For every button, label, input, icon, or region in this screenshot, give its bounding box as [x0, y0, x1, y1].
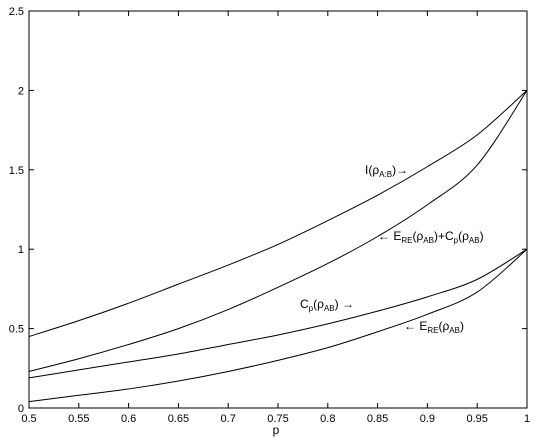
label-sub: p [454, 236, 459, 245]
plot-frame [28, 10, 528, 409]
label-part: C [300, 297, 309, 311]
label-part: )→ [392, 163, 408, 177]
label-sub: A:B [379, 170, 392, 179]
label-cp-curve: Cp(ρAB) → [300, 297, 354, 313]
label-part: ← E [378, 229, 401, 243]
curve-ere [28, 248, 528, 403]
label-part: ← E [404, 319, 427, 333]
label-part: ) [460, 319, 464, 333]
x-tick-label: 0.5 [21, 413, 36, 425]
label-part: (ρ [412, 229, 423, 243]
label-part: (ρ [438, 319, 449, 333]
label-mutual-information: I(ρA:B)→ [365, 163, 408, 179]
label-sub: RE [427, 326, 438, 335]
curve-cp [28, 248, 528, 379]
y-tick-label: 0.5 [9, 324, 24, 336]
y-tick-label: 1 [18, 244, 24, 256]
x-tick-label: 0.6 [121, 413, 136, 425]
label-part: ) → [335, 297, 354, 311]
y-tick-label: 0 [18, 403, 24, 415]
label-sub: AB [423, 236, 434, 245]
x-tick-label: 0.95 [466, 413, 487, 425]
label-part: ) [480, 229, 484, 243]
x-tick-label: 0.85 [367, 413, 388, 425]
x-axis-label: p [273, 423, 280, 437]
label-sub: AB [449, 326, 460, 335]
label-sub: AB [324, 304, 335, 313]
x-tick-label: 0.65 [168, 413, 189, 425]
label-part: (ρ [313, 297, 324, 311]
y-tick-label: 2.5 [9, 6, 24, 18]
label-sub: RE [401, 236, 412, 245]
curves [28, 90, 528, 403]
x-tick-label: 0.7 [221, 413, 236, 425]
x-tick-label: 0.9 [420, 413, 435, 425]
label-part: I(ρ [365, 163, 379, 177]
axis-ticks: 0.5 0.55 0.6 0.65 0.7 0.75 0.8 0.85 0.9 0.95 100.5… [9, 6, 530, 425]
label-sum-curve: ← ERE(ρAB)+Cp(ρAB) [378, 229, 484, 245]
label-part: (ρ [458, 229, 469, 243]
label-sub: AB [469, 236, 480, 245]
label-ere-curve: ← ERE(ρAB) [404, 319, 464, 335]
curve-mutual-information [28, 90, 528, 338]
x-tick-label: 1 [524, 413, 530, 425]
label-sub: p [309, 304, 314, 313]
label-part: )+C [434, 229, 454, 243]
y-tick-label: 2 [18, 85, 24, 97]
y-tick-label: 1.5 [9, 165, 24, 177]
x-tick-label: 0.55 [68, 413, 89, 425]
x-tick-label: 0.8 [320, 413, 335, 425]
curve-ere-plus-cp [28, 90, 528, 372]
x-tick-label: 0.75 [267, 413, 288, 425]
